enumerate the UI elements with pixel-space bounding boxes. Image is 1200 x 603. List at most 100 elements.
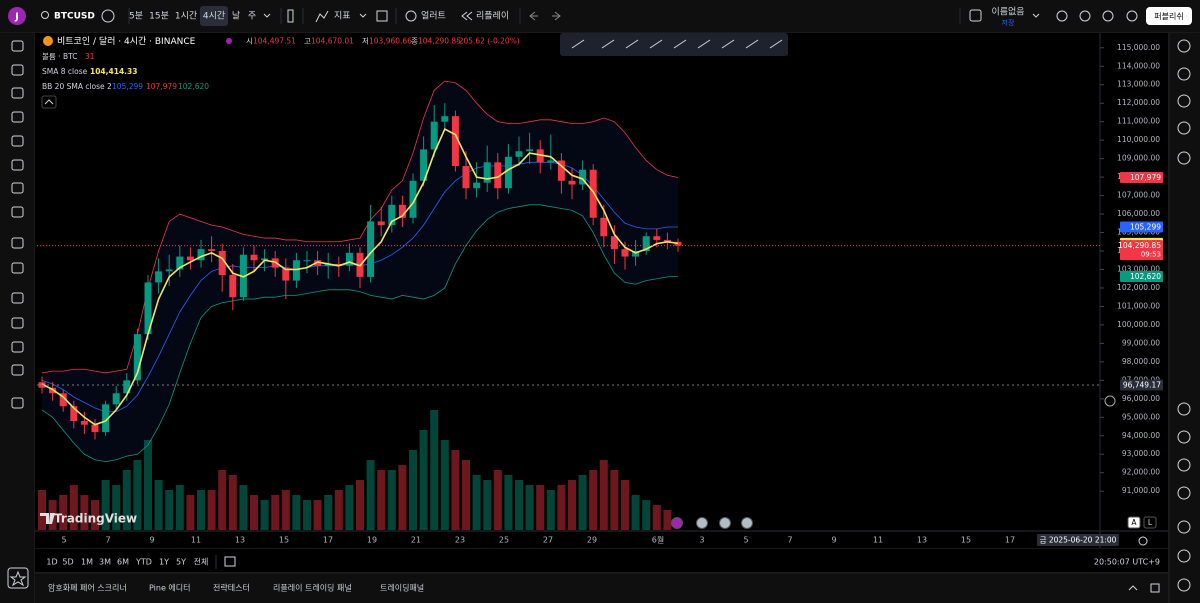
- panel-tab[interactable]: 리플레이 트레이딩 패널: [273, 583, 352, 593]
- sidebar-icon[interactable]: [1177, 486, 1191, 500]
- toolbar-icon[interactable]: [1056, 10, 1068, 22]
- range-button[interactable]: 1D: [46, 558, 57, 567]
- tool-icon[interactable]: [11, 135, 24, 147]
- drawing-tool[interactable]: [745, 39, 759, 49]
- candle-body: [557, 160, 565, 181]
- indicators-button[interactable]: 지표: [334, 11, 351, 22]
- layout-name[interactable]: 이름없음: [991, 7, 1024, 18]
- interval[interactable]: 주: [248, 11, 256, 22]
- tool-icon[interactable]: [11, 40, 24, 52]
- interval[interactable]: 4시간: [203, 11, 225, 22]
- tool-icon[interactable]: [11, 64, 24, 76]
- maximize[interactable]: [1150, 583, 1160, 593]
- avatar-letter[interactable]: J: [14, 12, 19, 23]
- avatar[interactable]: [8, 7, 26, 25]
- sidebar-icon[interactable]: [1177, 430, 1191, 444]
- event-marker[interactable]: [741, 517, 753, 529]
- interval-active[interactable]: [200, 6, 228, 26]
- tool-icon[interactable]: [11, 397, 24, 409]
- alert-button[interactable]: 얼러트: [421, 11, 446, 22]
- tool-icon[interactable]: [11, 292, 24, 304]
- event-marker[interactable]: [696, 517, 708, 529]
- drawing-tool[interactable]: [571, 39, 585, 49]
- tool-icon[interactable]: [11, 87, 24, 99]
- interval[interactable]: 15분: [149, 11, 169, 22]
- tool-icon[interactable]: [11, 364, 24, 376]
- tool-icon[interactable]: [11, 206, 24, 218]
- event-marker[interactable]: [719, 517, 731, 529]
- toolbar-icon[interactable]: [1102, 10, 1114, 22]
- candle-body: [568, 180, 576, 185]
- templates-icon[interactable]: [376, 10, 388, 22]
- drawing-tool[interactable]: [769, 39, 783, 49]
- candle-body: [314, 260, 322, 266]
- toolbar-icon[interactable]: [1079, 10, 1091, 22]
- sidebar-icon[interactable]: [1177, 549, 1191, 563]
- sidebar-icon[interactable]: [1177, 67, 1191, 81]
- interval[interactable]: 날: [232, 11, 240, 22]
- sidebar-icon[interactable]: [1177, 151, 1191, 165]
- settings[interactable]: [1138, 536, 1148, 546]
- event-marker[interactable]: [671, 517, 683, 529]
- x-tick-label: 7: [787, 536, 792, 545]
- sidebar-icon[interactable]: [1177, 458, 1191, 472]
- symbol[interactable]: BTCUSD: [54, 12, 95, 22]
- favorites[interactable]: [7, 567, 29, 589]
- sidebar-icon[interactable]: [1177, 578, 1191, 592]
- redo[interactable]: [552, 11, 561, 21]
- replay-button[interactable]: 리플레이: [476, 11, 509, 22]
- volume-bar: [356, 480, 364, 530]
- x-tick-label: 11: [873, 536, 883, 545]
- collapse-legend[interactable]: [41, 95, 57, 109]
- scale-mode-label[interactable]: L: [1148, 518, 1153, 527]
- volume-bar: [239, 485, 248, 530]
- scale-mode[interactable]: [1143, 516, 1157, 529]
- panel-tab[interactable]: Pine 에디터: [149, 584, 191, 593]
- drawing-tool[interactable]: [649, 39, 663, 49]
- tool-icon[interactable]: [11, 237, 24, 249]
- tool-icon[interactable]: [11, 182, 24, 194]
- tool-icon[interactable]: [11, 317, 24, 329]
- range-button[interactable]: 1Y: [159, 558, 169, 567]
- tool-icon[interactable]: [11, 262, 24, 274]
- drawing-tool[interactable]: [721, 39, 735, 49]
- panel-tab[interactable]: 암호화폐 페어 스크리너: [48, 583, 127, 593]
- panel-tab[interactable]: 트레이딩패널: [380, 583, 424, 593]
- range-button[interactable]: 1M: [81, 558, 93, 567]
- range-button[interactable]: YTD: [135, 558, 152, 567]
- interval[interactable]: 5분: [129, 11, 143, 22]
- calendar-icon[interactable]: [224, 556, 236, 567]
- plus-icon[interactable]: [1104, 395, 1116, 407]
- drawing-tool[interactable]: [673, 39, 687, 49]
- tool-icon[interactable]: [11, 111, 24, 123]
- chart-type-icon[interactable]: [287, 9, 294, 23]
- drawing-tool[interactable]: [625, 39, 639, 49]
- undo[interactable]: [529, 11, 538, 21]
- collapse[interactable]: [1128, 585, 1138, 591]
- sidebar-icon[interactable]: [1177, 121, 1191, 135]
- drawing-tool[interactable]: [601, 39, 615, 49]
- scale-mode[interactable]: [1127, 516, 1141, 529]
- interval[interactable]: 1시간: [175, 11, 197, 22]
- sidebar-icon[interactable]: [1177, 39, 1191, 53]
- range-button[interactable]: 5D: [62, 558, 73, 567]
- scale-mode-label[interactable]: A: [1131, 518, 1137, 527]
- range-button[interactable]: 5Y: [176, 558, 186, 567]
- sidebar-icon[interactable]: [1177, 520, 1191, 534]
- toolbar-icon[interactable]: [1126, 10, 1138, 22]
- sidebar-icon[interactable]: [1177, 94, 1191, 108]
- tool-icon[interactable]: [11, 159, 24, 171]
- publish-button[interactable]: [1146, 7, 1192, 25]
- checkbox[interactable]: [969, 9, 982, 22]
- tool-icon[interactable]: [11, 341, 24, 353]
- sidebar-icon[interactable]: [1177, 402, 1191, 416]
- drawing-tool[interactable]: [697, 39, 711, 49]
- drawing-toolbar[interactable]: [560, 33, 788, 56]
- panel-tab[interactable]: 전략테스터: [213, 583, 250, 593]
- publish-label[interactable]: 퍼블리쉬: [1154, 11, 1183, 21]
- add-symbol[interactable]: [101, 9, 115, 23]
- candle-body: [335, 263, 343, 266]
- range-button[interactable]: 6M: [117, 558, 129, 567]
- range-button[interactable]: 3M: [99, 558, 111, 567]
- range-button[interactable]: 전체: [194, 557, 209, 567]
